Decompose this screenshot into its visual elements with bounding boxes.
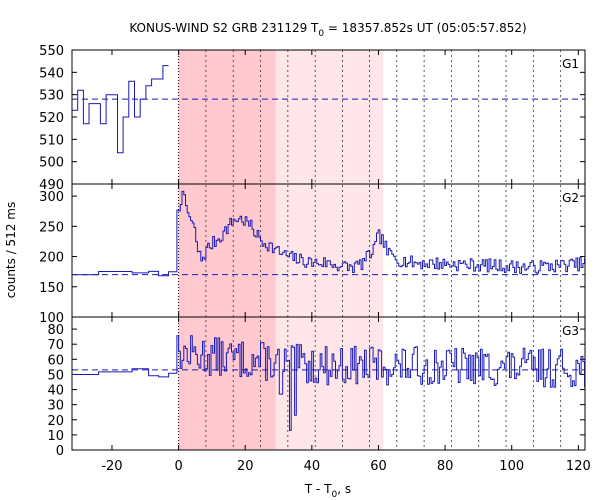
x-tick-label-4: 60: [370, 459, 387, 474]
y-tick-label-G1-4: 530: [39, 89, 64, 104]
x-axis-label-subscript: 0: [332, 490, 338, 500]
chart-title-rest: = 18357.852s UT (05:05:57.852): [324, 21, 527, 35]
x-axis-label-main: T - T: [304, 482, 332, 496]
y-tick-label-G2-4: 300: [39, 190, 64, 205]
light-curve-G3: [72, 335, 586, 431]
light-curve-G2: [72, 190, 586, 277]
y-tick-label-G1-5: 540: [39, 66, 64, 81]
x-axis-label-rest: , s: [337, 482, 351, 496]
x-tick-label-7: 120: [566, 459, 591, 474]
y-tick-label-G1-1: 500: [39, 156, 64, 171]
y-tick-label-G3-5: 50: [47, 368, 64, 383]
y-tick-label-G3-7: 70: [47, 338, 64, 353]
x-tick-label-6: 100: [499, 459, 524, 474]
y-tick-label-G3-8: 80: [47, 323, 64, 338]
panel-frame-G3: [71, 316, 586, 451]
x-tick-label-5: 80: [437, 459, 454, 474]
x-tick-label-3: 40: [304, 459, 321, 474]
x-tick-label-1: 0: [174, 459, 182, 474]
y-tick-label-G2-3: 250: [39, 220, 64, 235]
y-axis-label: counts / 512 ms: [4, 202, 18, 298]
y-tick-label-G2-2: 200: [39, 251, 64, 266]
y-tick-label-G1-0: 490: [39, 178, 64, 193]
y-tick-label-G1-6: 550: [39, 44, 64, 59]
y-tick-label-G2-0: 100: [39, 311, 64, 326]
x-tick-label-0: -20: [101, 459, 122, 474]
chart-title-main: KONUS-WIND S2 GRB 231129 T: [129, 21, 319, 35]
panel-label-G1: G1: [562, 57, 579, 71]
y-tick-label-G3-4: 40: [47, 384, 64, 399]
light-curve-G1: [72, 65, 169, 154]
shaded-interval-1: [178, 50, 276, 450]
y-tick-label-G3-2: 20: [47, 414, 64, 429]
panel-label-G2: G2: [562, 191, 579, 205]
y-tick-label-G3-6: 60: [47, 353, 64, 368]
y-tick-label-G1-3: 520: [39, 111, 64, 126]
y-tick-label-G3-0: 0: [56, 444, 64, 459]
panel-label-G3: G3: [562, 324, 579, 338]
x-tick-label-2: 20: [237, 459, 254, 474]
y-tick-label-G2-1: 150: [39, 281, 64, 296]
x-axis-label: T - T0, s: [304, 482, 351, 500]
y-tick-label-G3-3: 30: [47, 399, 64, 414]
y-tick-label-G1-2: 510: [39, 133, 64, 148]
chart-title-subscript: 0: [318, 29, 324, 39]
shaded-interval-2: [275, 50, 384, 450]
y-tick-label-G3-1: 10: [47, 429, 64, 444]
chart-title: KONUS-WIND S2 GRB 231129 T0 = 18357.852s…: [129, 21, 526, 39]
plot-area: -20 0 20 40 60 80 100 120490500510520530540550G…: [39, 44, 591, 474]
